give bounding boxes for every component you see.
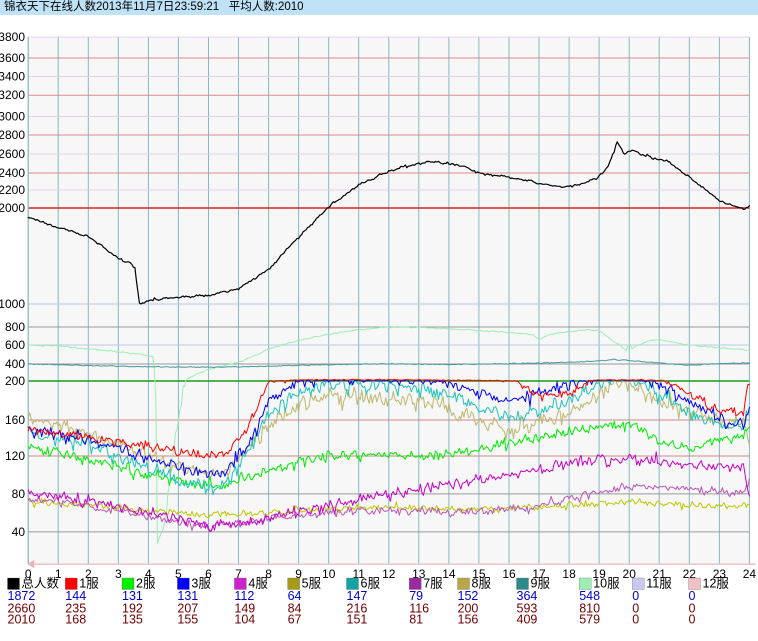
svg-text:79: 79 [409, 589, 423, 603]
svg-text:120: 120 [5, 449, 25, 463]
svg-text:364: 364 [517, 589, 538, 603]
svg-text:147: 147 [347, 589, 368, 603]
svg-text:155: 155 [177, 613, 198, 627]
svg-text:18: 18 [562, 567, 576, 581]
svg-text:3000: 3000 [0, 110, 25, 124]
svg-text:548: 548 [579, 589, 600, 603]
svg-text:12服: 12服 [703, 577, 730, 591]
svg-text:0: 0 [689, 589, 696, 603]
svg-text:131: 131 [122, 589, 143, 603]
svg-text:3: 3 [115, 567, 122, 581]
svg-text:0: 0 [689, 613, 696, 627]
svg-text:151: 151 [347, 613, 368, 627]
svg-text:600: 600 [5, 338, 25, 352]
svg-text:81: 81 [409, 613, 423, 627]
svg-text:80: 80 [12, 487, 26, 501]
svg-text:1872: 1872 [8, 589, 36, 603]
svg-text:156: 156 [458, 613, 479, 627]
svg-text:2010: 2010 [8, 613, 36, 627]
svg-text:2200: 2200 [0, 183, 25, 197]
svg-text:800: 800 [5, 320, 25, 334]
svg-text:24: 24 [743, 567, 757, 581]
svg-text:3400: 3400 [0, 70, 25, 84]
svg-text:409: 409 [517, 613, 538, 627]
svg-text:160: 160 [5, 413, 25, 427]
svg-text:104: 104 [234, 613, 255, 627]
svg-text:0: 0 [632, 589, 639, 603]
svg-text:67: 67 [288, 613, 302, 627]
svg-text:135: 135 [122, 613, 143, 627]
svg-text:10: 10 [322, 567, 336, 581]
svg-text:2800: 2800 [0, 128, 25, 142]
svg-text:11服: 11服 [646, 577, 672, 591]
svg-text:3200: 3200 [0, 88, 25, 102]
svg-text:144: 144 [65, 589, 86, 603]
svg-text:64: 64 [288, 589, 302, 603]
svg-text:2000: 2000 [0, 201, 25, 215]
svg-text:5服: 5服 [302, 577, 322, 591]
svg-text:14: 14 [442, 567, 456, 581]
svg-text:16: 16 [502, 567, 516, 581]
svg-text:12: 12 [382, 567, 396, 581]
svg-text:3600: 3600 [0, 51, 25, 65]
svg-text:0: 0 [632, 613, 639, 627]
svg-text:7服: 7服 [423, 577, 443, 591]
svg-text:400: 400 [5, 357, 25, 371]
svg-text:2400: 2400 [0, 166, 25, 180]
svg-text:152: 152 [458, 589, 479, 603]
svg-text:2600: 2600 [0, 147, 25, 161]
svg-text:40: 40 [12, 525, 26, 539]
svg-text:168: 168 [65, 613, 86, 627]
svg-text:200: 200 [5, 374, 25, 388]
svg-text:112: 112 [234, 589, 254, 603]
svg-text:579: 579 [579, 613, 600, 627]
svg-text:1000: 1000 [0, 297, 25, 311]
svg-text:131: 131 [177, 589, 198, 603]
svg-text:3800: 3800 [0, 30, 25, 44]
